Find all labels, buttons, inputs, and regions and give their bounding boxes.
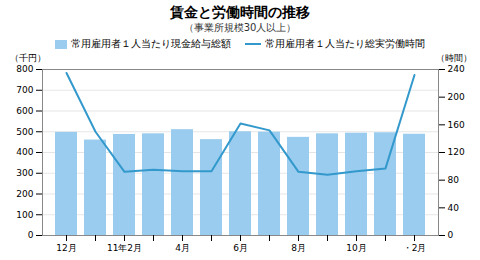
svg-text:0: 0 <box>448 230 454 240</box>
svg-text:（千円）: （千円） <box>10 53 46 63</box>
svg-text:300: 300 <box>16 168 33 178</box>
svg-text:800: 800 <box>16 64 33 74</box>
svg-text:100: 100 <box>16 210 33 220</box>
svg-text:120: 120 <box>448 147 465 157</box>
svg-text:（時間）: （時間） <box>436 53 472 63</box>
svg-text:40: 40 <box>448 203 460 213</box>
svg-text:・2月: ・2月 <box>403 243 427 253</box>
svg-text:160: 160 <box>448 120 465 130</box>
svg-text:6月: 6月 <box>233 243 248 253</box>
svg-text:500: 500 <box>16 127 33 137</box>
svg-text:8月: 8月 <box>291 243 306 253</box>
svg-text:10月: 10月 <box>346 243 366 253</box>
svg-text:11年2月: 11年2月 <box>107 243 142 253</box>
html-text:賃金と労働時間の推移: 賃金と労働時間の推移 <box>170 4 310 20</box>
html-text:常用雇用者１人当たり現金給与総額: 常用雇用者１人当たり現金給与総額 <box>71 38 231 49</box>
html-text:（事業所規模30人以上）: （事業所規模30人以上） <box>183 22 297 33</box>
svg-text:4月: 4月 <box>175 243 190 253</box>
html-text:常用雇用者１人当たり総実労働時間: 常用雇用者１人当たり総実労働時間 <box>265 38 425 49</box>
svg-text:700: 700 <box>16 85 33 95</box>
svg-text:240: 240 <box>448 64 465 74</box>
svg-text:200: 200 <box>16 189 33 199</box>
svg-text:200: 200 <box>448 92 465 102</box>
svg-text:600: 600 <box>16 106 33 116</box>
svg-text:0: 0 <box>28 230 34 240</box>
svg-text:12月: 12月 <box>56 243 76 253</box>
svg-text:400: 400 <box>16 147 33 157</box>
svg-text:80: 80 <box>448 175 460 185</box>
